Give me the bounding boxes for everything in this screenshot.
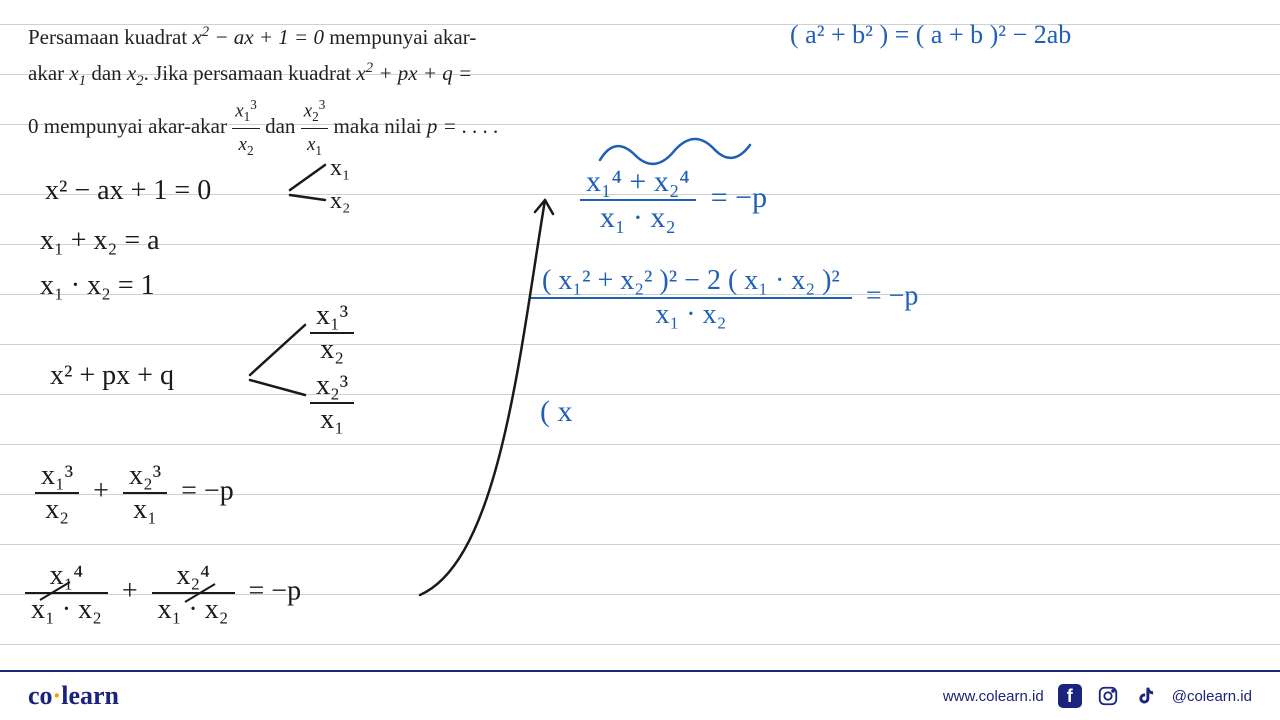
logo: co·learn <box>28 681 119 711</box>
footer-url: www.colearn.id <box>943 688 1044 705</box>
footer-handle: @colearn.id <box>1172 688 1252 705</box>
footer-right: www.colearn.id f @colearn.id <box>943 684 1252 708</box>
text: akar <box>28 61 69 85</box>
problem-statement: Persamaan kuadrat x2 − ax + 1 = 0 mempun… <box>28 20 648 163</box>
p-equals: p = . . . . <box>427 114 499 138</box>
handwriting-step6: x₁⁴x₁ · x₂ + x₂⁴x₁ · x₂ = −p <box>25 560 301 626</box>
text: maka nilai <box>328 114 427 138</box>
facebook-icon: f <box>1058 684 1082 708</box>
handwriting-step5: x₁³x₂ + x₂³x₁ = −p <box>35 460 234 526</box>
tiktok-icon <box>1134 684 1158 708</box>
var-x2: x2 <box>127 61 144 85</box>
handwriting-root-x2: x₂ <box>330 188 350 215</box>
handwriting-eq2: x² + px + q <box>50 360 174 392</box>
handwriting-identity: ( a² + b² ) = ( a + b )² − 2ab <box>790 20 1071 50</box>
text: dan <box>260 114 301 138</box>
text: . Jika persamaan kuadrat <box>144 61 357 85</box>
handwriting-root-x1: x₁ <box>330 155 350 182</box>
text: dan <box>86 61 127 85</box>
equation-1: x2 − ax + 1 = 0 <box>192 25 324 49</box>
handwriting-product: x₁ · x₂ = 1 <box>40 270 155 302</box>
handwriting-blue-eq2: ( x₁² + x₂² )² − 2 ( x₁ · x₂ )²x₁ · x₂ =… <box>530 265 918 331</box>
instagram-icon <box>1096 684 1120 708</box>
text: Persamaan kuadrat <box>28 25 192 49</box>
text: 0 mempunyai akar-akar <box>28 114 232 138</box>
handwriting-sum: x₁ + x₂ = a <box>40 225 160 257</box>
handwriting-eq1: x² − ax + 1 = 0 <box>45 175 211 207</box>
handwriting-root-frac2: x₂³x₁ <box>310 370 354 436</box>
text: mempunyai akar- <box>324 25 476 49</box>
equation-2: x2 + px + q = <box>356 61 472 85</box>
var-x1: x1 <box>69 61 86 85</box>
footer: co·learn www.colearn.id f @colearn.id <box>0 670 1280 720</box>
handwriting-blue-eq1: x₁⁴ + x₂⁴x₁ · x₂ = −p <box>580 165 767 235</box>
fraction-2: x23x1 <box>301 94 329 163</box>
handwriting-partial: ( x <box>540 395 573 429</box>
handwriting-root-frac1: x₁³x₂ <box>310 300 354 366</box>
fraction-1: x13x2 <box>232 94 260 163</box>
